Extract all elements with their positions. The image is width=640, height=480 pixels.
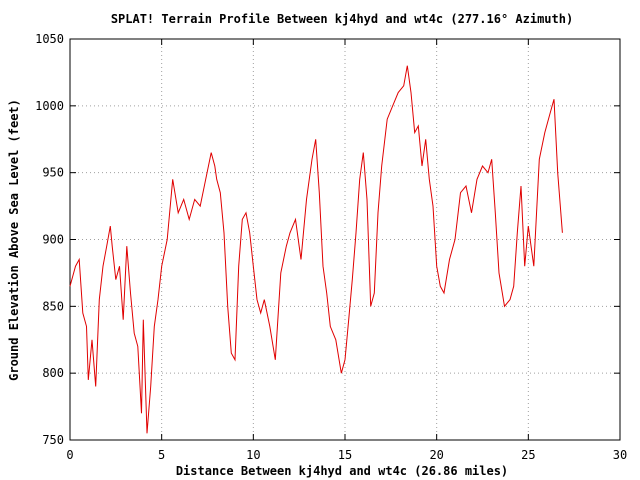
x-tick-labels: 0 5 10 15 20 25 30	[66, 448, 627, 462]
x-tick-label: 10	[246, 448, 260, 462]
y-tick-label: 1000	[35, 99, 64, 113]
x-tick-label: 30	[613, 448, 627, 462]
y-axis-label: Ground Elevation Above Sea Level (feet)	[7, 99, 21, 381]
plot-frame	[69, 38, 621, 441]
x-axis-label: Distance Between kj4hyd and wt4c (26.86 …	[176, 464, 508, 478]
y-tick-label: 950	[42, 166, 64, 180]
x-tick-label: 0	[66, 448, 73, 462]
y-tick-label: 750	[42, 433, 64, 447]
y-tick-label: 850	[42, 299, 64, 313]
y-tick-labels: 750 800 850 900 950 1000 1050	[35, 32, 64, 447]
terrain-profile-line	[69, 65, 563, 434]
x-tick-label: 5	[158, 448, 165, 462]
y-tick-label: 900	[42, 233, 64, 247]
x-tick-label: 15	[338, 448, 352, 462]
chart-title: SPLAT! Terrain Profile Between kj4hyd an…	[111, 12, 573, 26]
y-tick-label: 1050	[35, 32, 64, 46]
grid-lines	[70, 39, 620, 440]
x-tick-label: 20	[429, 448, 443, 462]
y-tick-label: 800	[42, 366, 64, 380]
x-tick-label: 25	[521, 448, 535, 462]
